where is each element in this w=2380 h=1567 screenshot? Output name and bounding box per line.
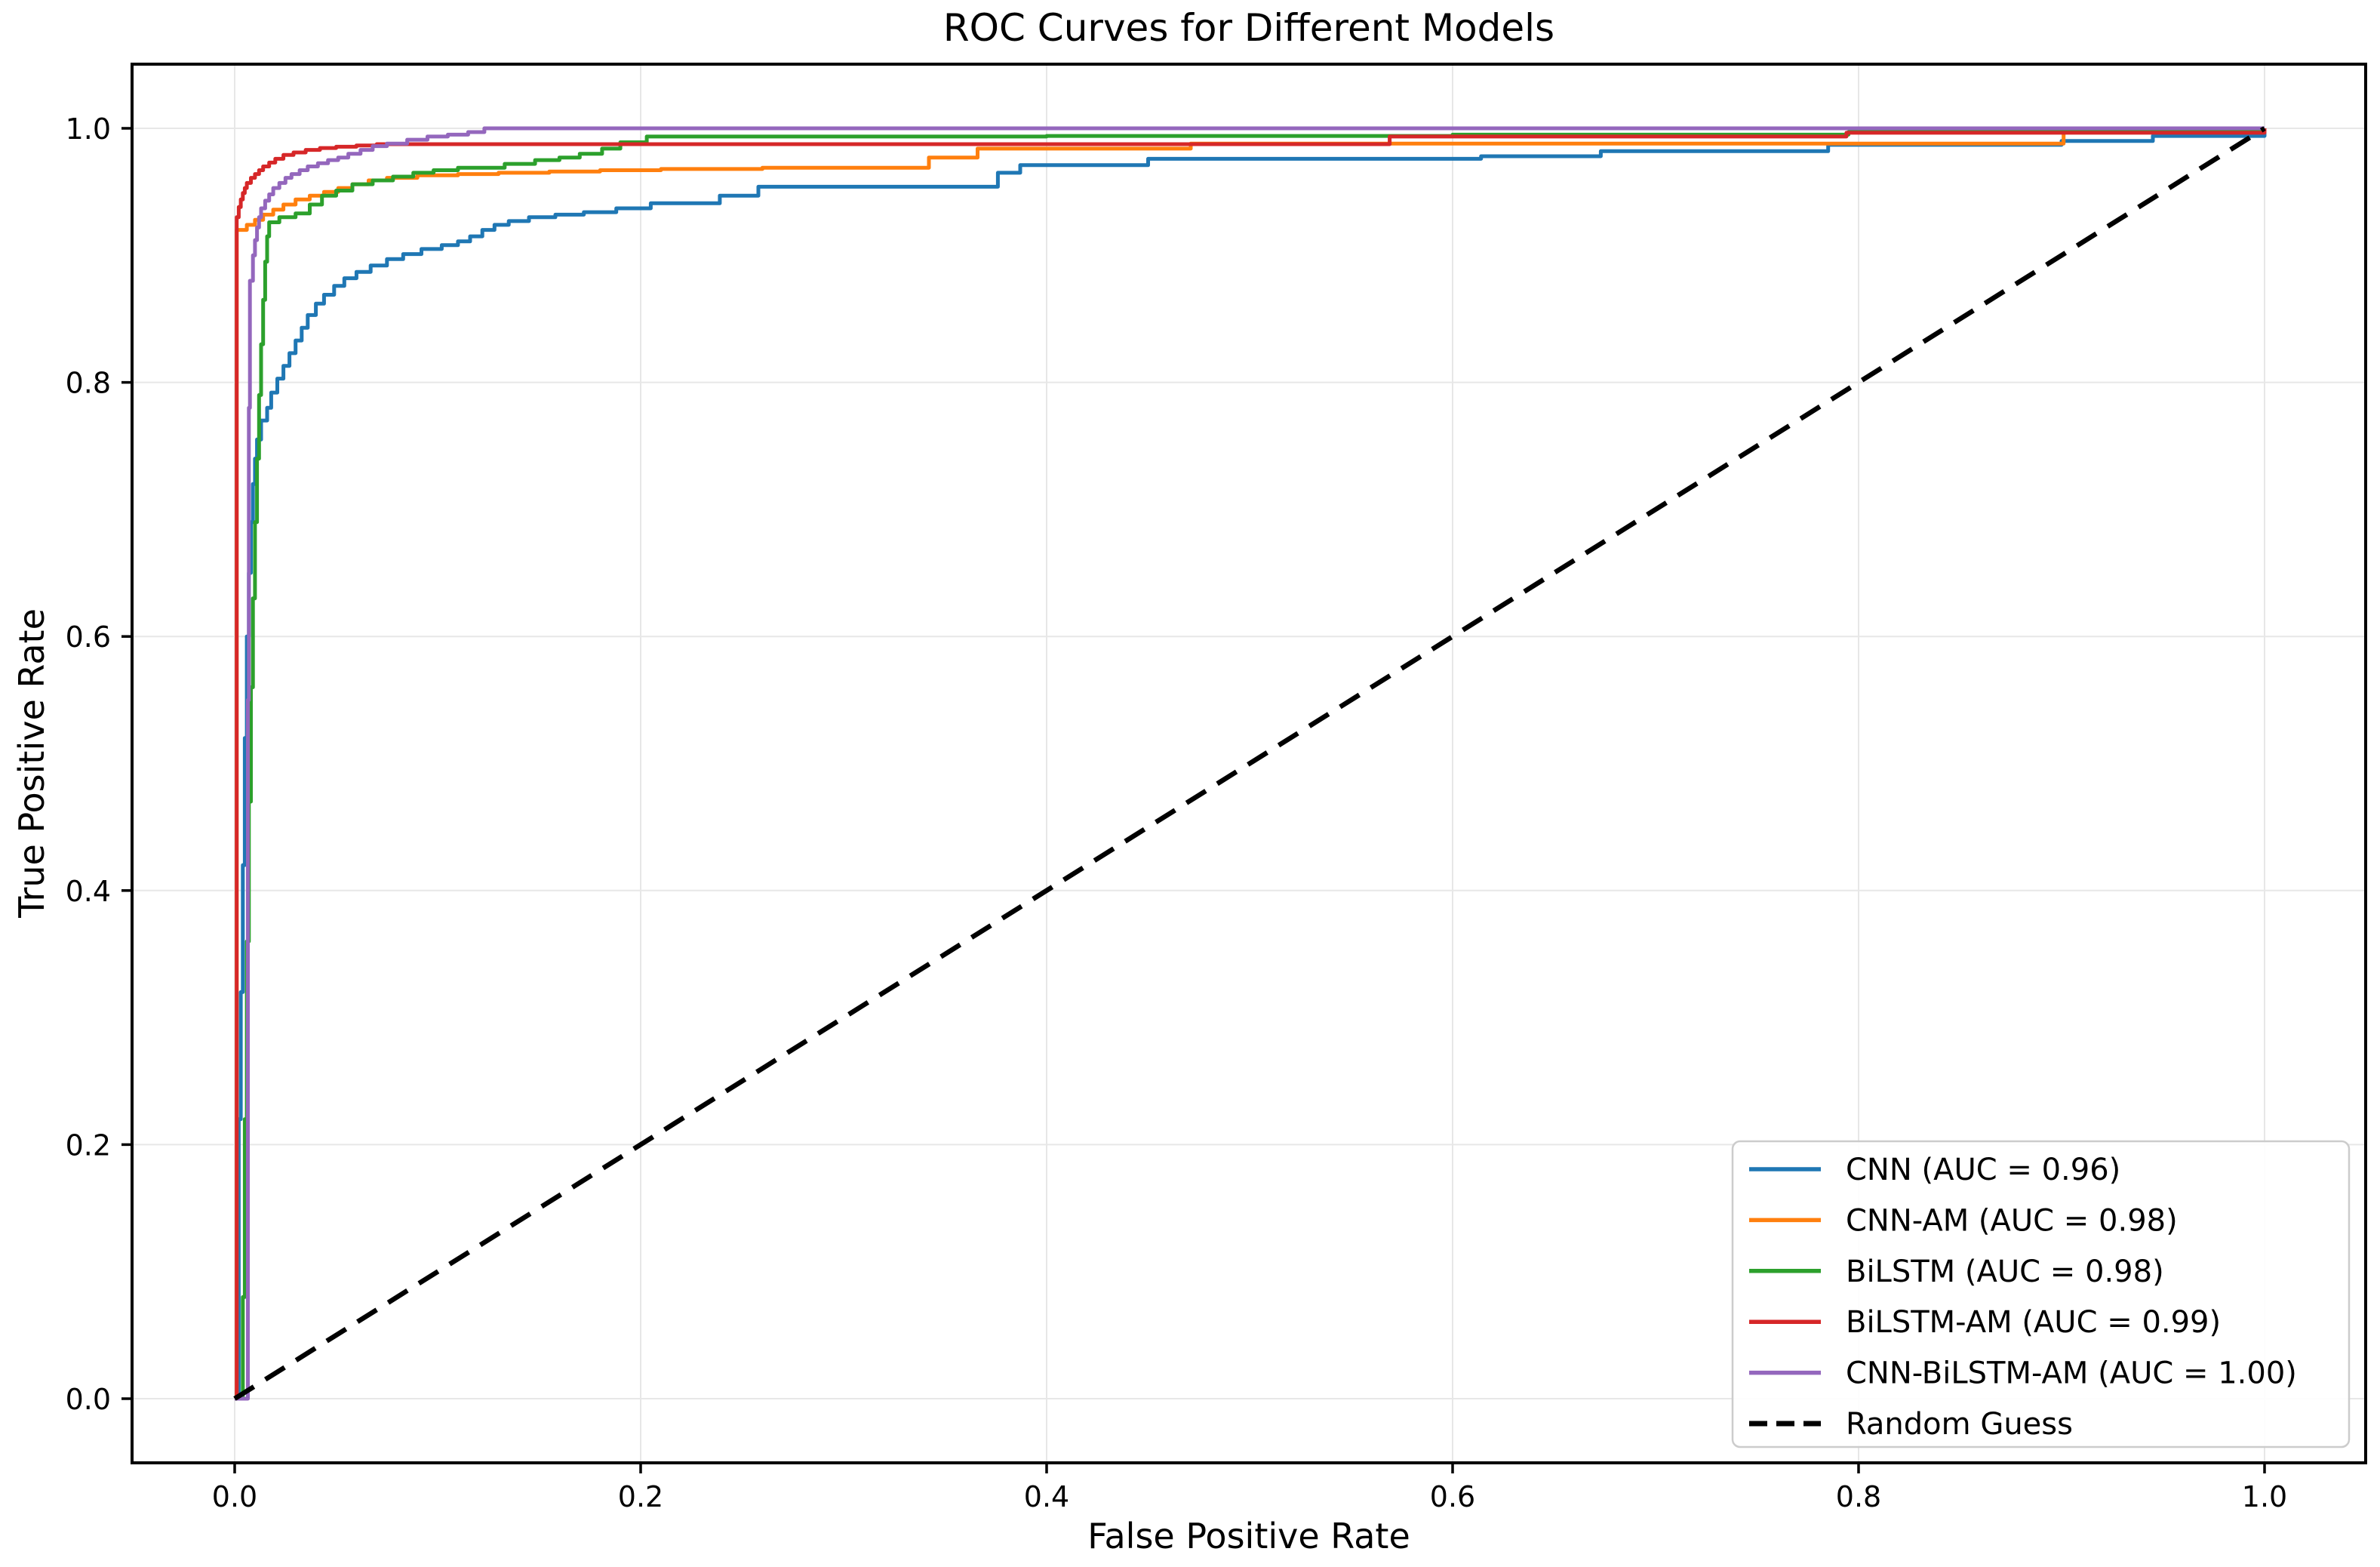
roc-curves (233, 126, 2267, 1401)
curve-random-guess (233, 126, 2266, 1401)
y-axis: 0.0 0.2 0.4 0.6 0.8 1.0 (66, 112, 132, 1416)
curve-cnn-auc-0-96 (235, 128, 2267, 1401)
y-tick-label: 0.4 (66, 875, 111, 908)
legend-item: BiLSTM-AM (AUC = 0.99) (1749, 1305, 2221, 1340)
x-tick-label: 0.2 (618, 1480, 663, 1513)
legend-frame (1731, 1140, 2351, 1448)
legend-item: BiLSTM (AUC = 0.98) (1749, 1255, 2164, 1289)
chart-title: ROC Curves for Different Models (942, 6, 1555, 50)
x-tick-label: 0.0 (212, 1480, 257, 1513)
legend-label: CNN-BiLSTM-AM (AUC = 1.00) (1846, 1356, 2297, 1391)
legend-item: Random Guess (1749, 1407, 2073, 1442)
y-tick-label: 0.6 (66, 620, 111, 654)
legend-item: CNN-AM (AUC = 0.98) (1749, 1203, 2178, 1238)
y-tick-label: 0.0 (66, 1383, 111, 1416)
x-tick-label: 1.0 (2242, 1480, 2287, 1513)
legend-item: CNN-BiLSTM-AM (AUC = 1.00) (1749, 1356, 2297, 1391)
y-tick-label: 1.0 (66, 112, 111, 146)
x-tick-label: 0.4 (1024, 1480, 1069, 1513)
axes-spines (131, 63, 2367, 1464)
legend-label: Random Guess (1846, 1407, 2073, 1442)
legend-label: BiLSTM-AM (AUC = 0.99) (1846, 1305, 2221, 1340)
curve-cnn-bilstm-am-auc-1-00 (235, 126, 2265, 1401)
x-tick-label: 0.6 (1430, 1480, 1475, 1513)
legend-item: CNN (AUC = 0.96) (1749, 1153, 2120, 1187)
x-axis-label: False Positive Rate (1087, 1516, 1410, 1556)
y-tick-label: 0.2 (66, 1128, 111, 1162)
y-axis-label: True Positive Rate (11, 608, 52, 918)
x-tick-label: 0.8 (1836, 1480, 1881, 1513)
legend-label: BiLSTM (AUC = 0.98) (1846, 1255, 2164, 1289)
legend-label: CNN (AUC = 0.96) (1846, 1153, 2120, 1187)
curve-bilstm-am-auc-0-99 (235, 128, 2267, 1401)
legend-label: CNN-AM (AUC = 0.98) (1846, 1203, 2178, 1238)
x-axis: 0.0 0.2 0.4 0.6 0.8 1.0 (212, 1463, 2287, 1513)
y-tick-label: 0.8 (66, 367, 111, 400)
legend: CNN (AUC = 0.96) CNN-AM (AUC = 0.98) BiLST… (1731, 1140, 2351, 1448)
